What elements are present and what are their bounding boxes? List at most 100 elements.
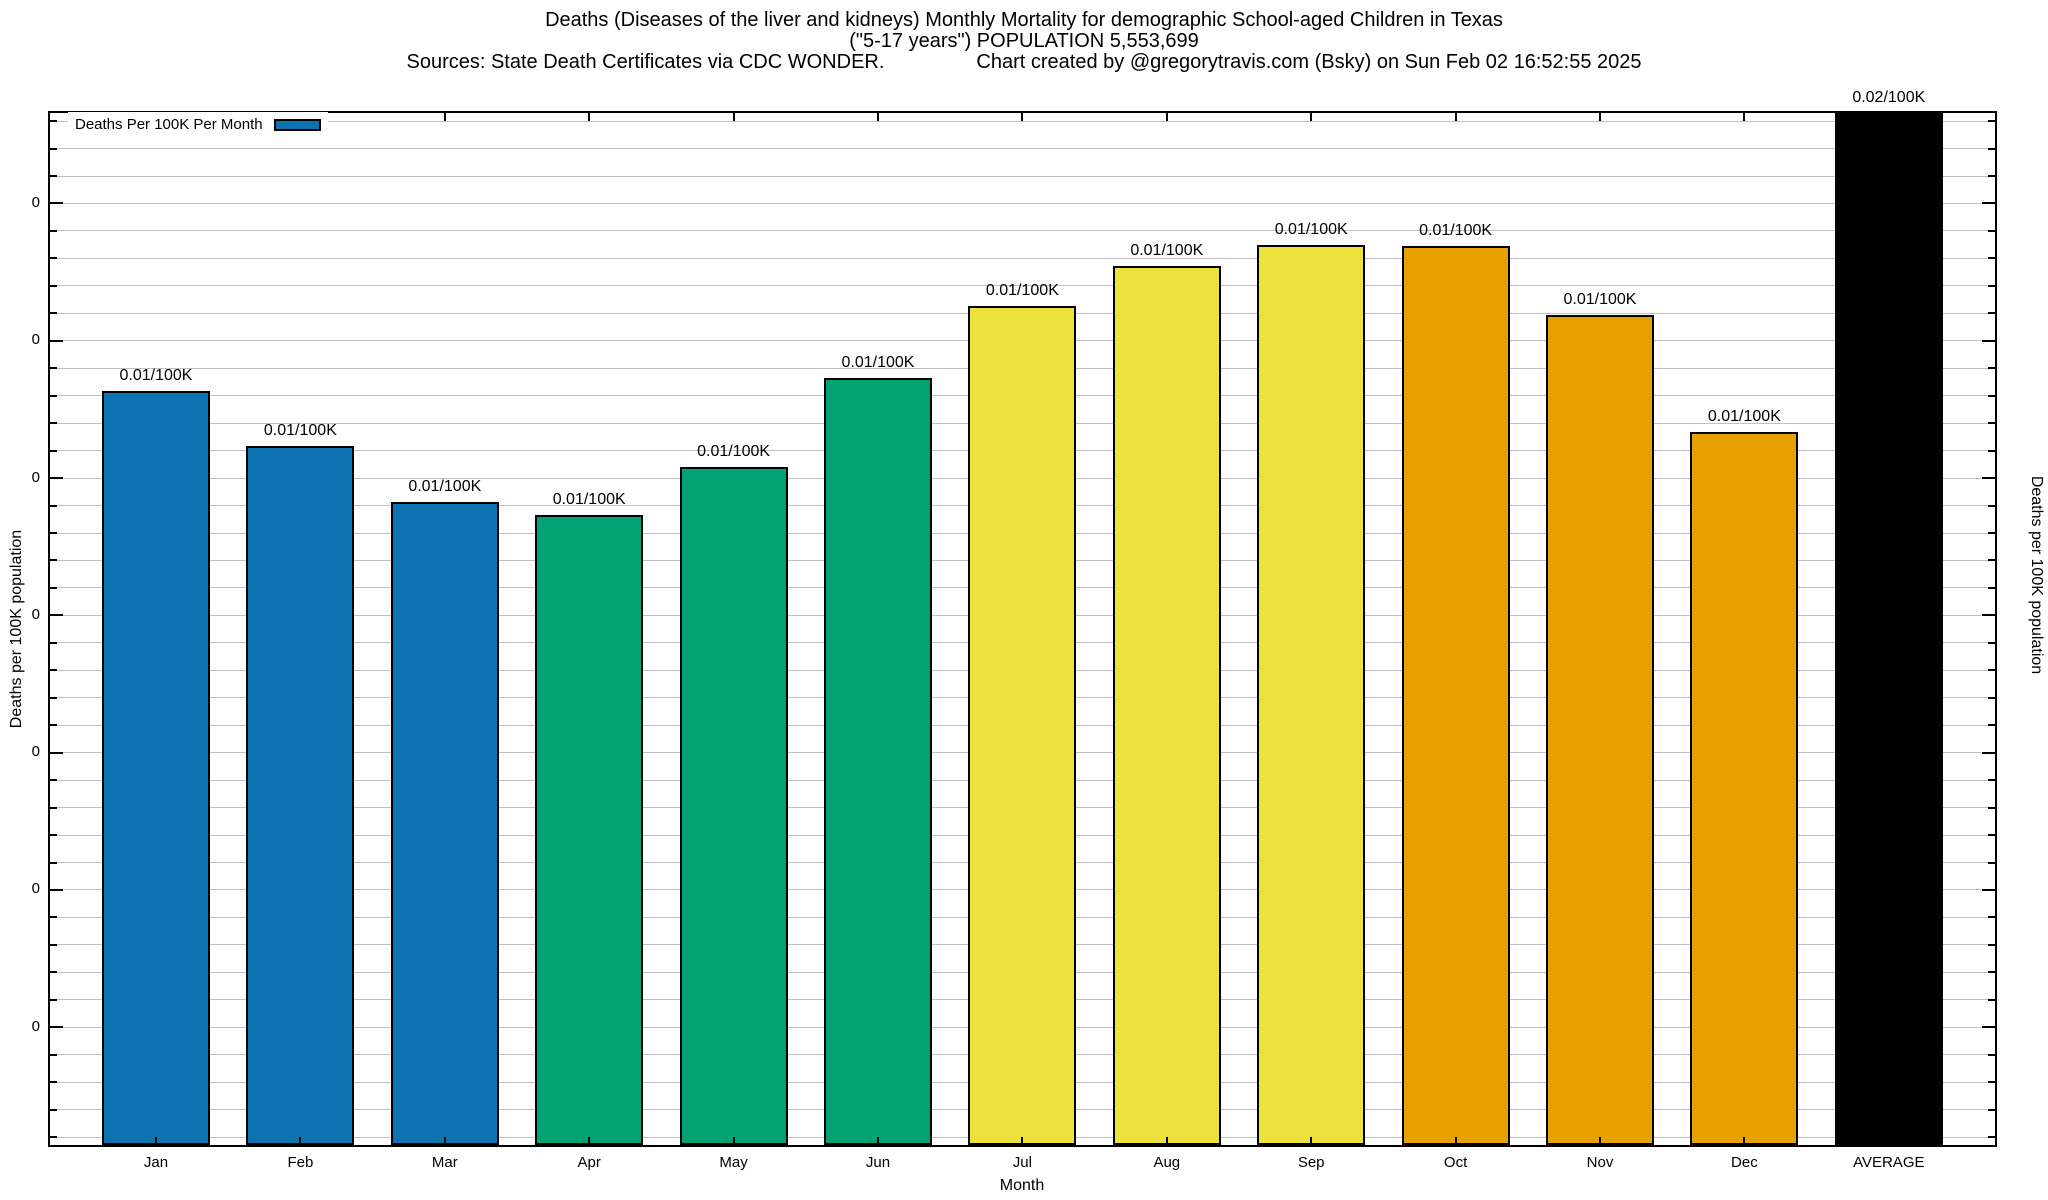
xtick-mark — [1021, 1137, 1024, 1145]
xtick-mark — [732, 1137, 735, 1145]
minor-ytick-mark — [50, 971, 57, 974]
minor-ytick-mark — [50, 641, 57, 644]
major-ytick-mark — [50, 202, 63, 205]
minor-ytick-mark — [50, 779, 57, 782]
minor-ytick-mark — [50, 943, 57, 946]
bar-value-label-mar: 0.01/100K — [408, 478, 482, 495]
minor-ytick-mark — [50, 724, 57, 727]
minor-ytick-mark — [1988, 779, 1995, 782]
minor-ytick-mark — [1988, 257, 1995, 260]
xtick-label-jun: Jun — [865, 1154, 891, 1171]
minor-ytick-mark — [1988, 641, 1995, 644]
minor-ytick-mark — [50, 449, 57, 452]
bar-value-label-dec: 0.01/100K — [1707, 408, 1781, 425]
major-ytick-mark — [1982, 202, 1995, 205]
minor-ytick-mark — [50, 669, 57, 672]
minor-ytick-mark — [50, 861, 57, 864]
minor-ytick-mark — [1988, 1053, 1995, 1056]
minor-ytick-mark — [1988, 147, 1995, 150]
gridline — [50, 230, 1995, 232]
bar-value-label-sep: 0.01/100K — [1274, 221, 1348, 238]
gridline — [50, 202, 1995, 204]
minor-ytick-mark — [50, 175, 57, 178]
ytick-label: 0 — [31, 880, 40, 898]
gridline — [50, 175, 1995, 177]
minor-ytick-mark — [1988, 449, 1995, 452]
minor-ytick-mark — [1988, 367, 1995, 370]
xtick-mark — [1454, 113, 1457, 121]
minor-ytick-mark — [1988, 229, 1995, 232]
minor-ytick-mark — [1988, 861, 1995, 864]
major-ytick-mark — [50, 614, 63, 617]
minor-ytick-mark — [50, 806, 57, 809]
xtick-mark — [588, 113, 591, 121]
bar-nov — [1546, 315, 1654, 1145]
major-ytick-mark — [1982, 751, 1995, 754]
xtick-mark — [155, 1137, 157, 1145]
major-ytick-mark — [50, 888, 63, 891]
minor-ytick-mark — [50, 532, 57, 534]
bar-jan — [102, 391, 210, 1145]
major-ytick-mark — [1982, 1026, 1995, 1029]
xtick-mark — [732, 113, 735, 121]
minor-ytick-mark — [50, 586, 57, 589]
legend-swatch — [273, 118, 321, 131]
xtick-label-apr: Apr — [577, 1154, 601, 1171]
minor-ytick-mark — [1988, 422, 1995, 425]
plot-area: 0.01/100K 0.01/100K 0.01/100K 0.01/100K 0.01… — [48, 89, 1997, 1147]
xtick-mark — [443, 1137, 446, 1145]
xtick-label-aug: Aug — [1153, 1154, 1181, 1171]
minor-ytick-mark — [50, 696, 57, 699]
chart-title: Deaths (Diseases of the liver and kidney… — [0, 10, 2048, 73]
bar-value-label-nov: 0.01/100K — [1563, 291, 1637, 308]
xtick-label-oct: Oct — [1443, 1154, 1468, 1171]
minor-ytick-mark — [1988, 696, 1995, 699]
xtick-label-dec: Dec — [1731, 1154, 1758, 1171]
xtick-mark — [1743, 1137, 1746, 1145]
xtick-label-jul: Jul — [1012, 1154, 1032, 1171]
ytick-label: 0 — [31, 193, 40, 211]
minor-ytick-mark — [1988, 284, 1995, 287]
ytick-label: 0 — [31, 331, 40, 349]
bar-mar — [390, 502, 499, 1145]
bar-value-label-oct: 0.01/100K — [1419, 222, 1493, 239]
minor-ytick-mark — [50, 312, 57, 315]
xtick-label-average: AVERAGE — [1853, 1154, 1925, 1171]
bar-value-label-apr: 0.01/100K — [552, 491, 626, 508]
title-sources: Sources: State Death Certificates via CD… — [406, 51, 885, 73]
minor-ytick-mark — [1988, 916, 1995, 919]
gridline — [50, 120, 1995, 122]
bar-oct — [1401, 246, 1510, 1145]
minor-ytick-mark — [50, 367, 57, 370]
minor-ytick-mark — [50, 229, 57, 232]
bar-average — [1834, 113, 1943, 1145]
bar-jul — [968, 306, 1077, 1145]
bar-apr — [535, 515, 644, 1145]
minor-ytick-mark — [1988, 120, 1995, 123]
minor-ytick-mark — [1988, 724, 1995, 727]
major-ytick-mark — [50, 477, 63, 480]
minor-ytick-mark — [50, 504, 57, 507]
bar-jun — [824, 378, 932, 1145]
minor-ytick-mark — [50, 284, 57, 287]
bar-value-label-jun: 0.01/100K — [841, 354, 915, 371]
minor-ytick-mark — [1988, 806, 1995, 809]
minor-ytick-mark — [1988, 834, 1995, 837]
y-axis-label-right: Deaths per 100K population — [2028, 475, 2045, 675]
bar-may — [679, 467, 788, 1145]
ytick-label: 0 — [31, 1017, 40, 1035]
minor-ytick-mark — [1988, 1136, 1995, 1139]
ytick-label: 0 — [31, 743, 40, 761]
minor-ytick-mark — [1988, 1081, 1995, 1084]
bar-value-label-feb: 0.01/100K — [263, 422, 337, 439]
title-line-2: ("5-17 years") POPULATION 5,553,699 — [849, 30, 1199, 52]
minor-ytick-mark — [1988, 504, 1995, 507]
xtick-mark — [1021, 113, 1024, 121]
xtick-mark — [1310, 1137, 1313, 1145]
minor-ytick-mark — [50, 1136, 57, 1139]
bar-value-label-jul: 0.01/100K — [985, 282, 1059, 299]
minor-ytick-mark — [50, 394, 57, 397]
major-ytick-mark — [1982, 339, 1995, 342]
bar-value-label-may: 0.01/100K — [697, 443, 771, 460]
xtick-label-mar: Mar — [431, 1154, 458, 1171]
